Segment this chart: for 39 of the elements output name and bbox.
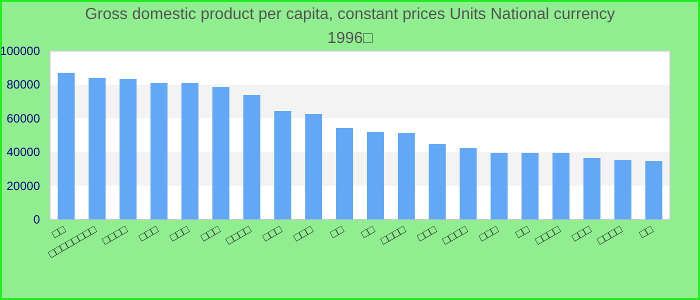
x-tick-label: □□□ [570, 224, 594, 244]
bar [181, 83, 198, 220]
y-tick-label: 20000 [6, 178, 40, 193]
bar [490, 152, 508, 220]
x-tick-label: □□□ [137, 224, 161, 244]
chart-title: Gross domestic product per capita, constant prices Units National currency 1996□ [84, 6, 616, 47]
bar [398, 133, 415, 220]
x-tick-label: □□□ [260, 224, 284, 244]
bar [212, 87, 230, 220]
x-tick-label: □□ [359, 224, 378, 241]
bar [274, 110, 292, 220]
bar [150, 83, 168, 220]
bar [243, 94, 260, 220]
x-tick-label: □□ [514, 224, 532, 241]
bar [428, 144, 446, 220]
bar [614, 160, 632, 220]
bar [366, 132, 384, 220]
bar [305, 114, 322, 220]
bar [460, 148, 477, 220]
y-tick-label: 60000 [6, 111, 40, 126]
x-tick-label: □□□ [292, 224, 316, 244]
bar [336, 128, 354, 220]
bar [552, 152, 570, 220]
x-tick-label: □□ [638, 224, 656, 241]
x-tick-label: □□□ [477, 224, 501, 244]
bar [88, 78, 106, 220]
y-tick-label: 0 [33, 212, 40, 226]
y-tick-label: 100000 [0, 44, 40, 58]
bar [583, 158, 600, 220]
y-tick-label: 80000 [6, 78, 40, 92]
x-tick-label: □□□ [416, 224, 440, 244]
x-tick-label: □□□ [168, 224, 192, 244]
x-tick-label: □□□ [199, 224, 223, 244]
bar [120, 78, 137, 220]
bar [522, 152, 539, 220]
x-tick-label: □□ [328, 224, 346, 241]
bar [58, 72, 75, 220]
bar [645, 161, 662, 220]
y-tick-label: 40000 [6, 145, 40, 160]
